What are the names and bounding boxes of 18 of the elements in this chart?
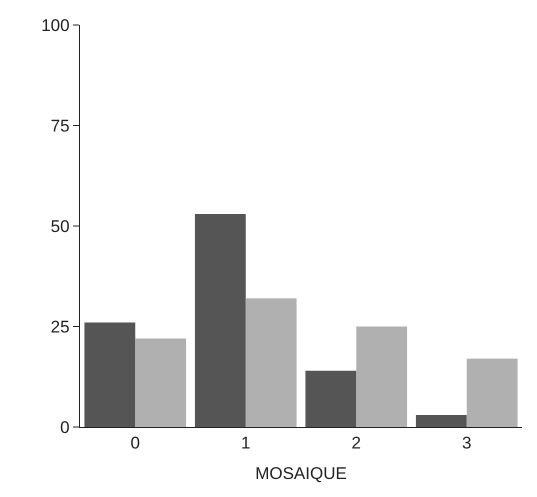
bar bbox=[194, 214, 246, 427]
x-tick-label: 0 bbox=[130, 433, 140, 452]
y-tick-label: 100 bbox=[41, 16, 70, 35]
bar bbox=[356, 326, 408, 427]
y-tick-label: 50 bbox=[50, 216, 70, 236]
y-tick-label: 25 bbox=[50, 317, 70, 336]
bar bbox=[305, 370, 356, 427]
x-tick-label: 3 bbox=[462, 433, 472, 452]
y-tick-label: 75 bbox=[50, 116, 70, 136]
bar bbox=[84, 322, 136, 427]
bar bbox=[466, 358, 518, 427]
bar bbox=[416, 414, 467, 427]
y-tick-label: 0 bbox=[60, 418, 70, 437]
x-tick-label: 2 bbox=[352, 433, 361, 452]
x-tick-label: 1 bbox=[241, 433, 250, 452]
bar bbox=[246, 298, 297, 427]
bar bbox=[135, 338, 186, 427]
x-axis-title: MOSAIQUE bbox=[255, 464, 347, 483]
